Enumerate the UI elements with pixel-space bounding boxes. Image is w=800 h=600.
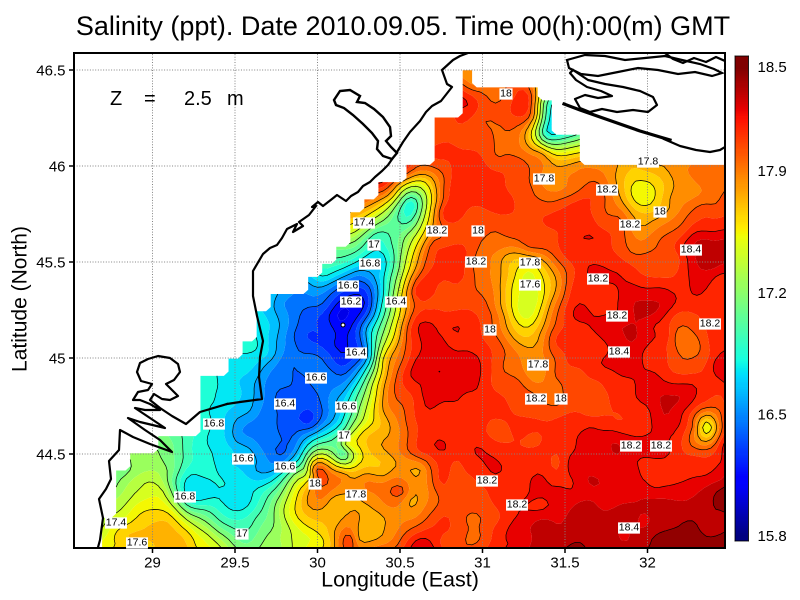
svg-text:16.6: 16.6	[336, 401, 357, 413]
svg-text:16.6: 16.6	[233, 453, 254, 465]
svg-text:17.4: 17.4	[106, 517, 127, 529]
svg-text:m: m	[227, 88, 244, 110]
svg-text:17.6: 17.6	[127, 537, 148, 549]
svg-text:17.4: 17.4	[354, 217, 375, 229]
svg-text:16.6: 16.6	[338, 280, 359, 292]
svg-text:18.2: 18.2	[427, 225, 448, 237]
svg-text:17: 17	[236, 528, 248, 540]
svg-text:18: 18	[484, 324, 496, 336]
svg-text:Longitude (East): Longitude (East)	[321, 568, 479, 592]
svg-text:15.8: 15.8	[758, 528, 787, 545]
svg-text:16.8: 16.8	[360, 258, 381, 270]
svg-text:Latitude (North): Latitude (North)	[8, 226, 31, 372]
svg-text:18.2: 18.2	[651, 440, 672, 452]
svg-text:31.5: 31.5	[550, 554, 579, 571]
svg-text:18.2: 18.2	[507, 499, 528, 511]
svg-text:44.5: 44.5	[36, 446, 65, 463]
svg-text:18: 18	[654, 206, 666, 218]
svg-text:18: 18	[500, 88, 512, 100]
svg-text:30: 30	[309, 554, 326, 571]
svg-text:2.5: 2.5	[184, 88, 212, 110]
svg-text:17.6: 17.6	[520, 279, 541, 291]
svg-text:18.2: 18.2	[620, 219, 641, 231]
svg-text:17.8: 17.8	[346, 489, 367, 501]
svg-text:17.9: 17.9	[758, 163, 787, 180]
svg-text:17: 17	[368, 239, 380, 251]
svg-text:18.2: 18.2	[621, 440, 642, 452]
svg-text:Salinity (ppt). Date 2010.09.0: Salinity (ppt). Date 2010.09.05. Time 00…	[76, 11, 730, 41]
svg-text:16.4: 16.4	[346, 347, 367, 359]
svg-text:46.5: 46.5	[36, 62, 65, 79]
svg-text:16.6: 16.6	[306, 372, 327, 384]
svg-text:17.8: 17.8	[528, 359, 549, 371]
svg-text:16.6: 16.6	[275, 461, 296, 473]
svg-text:Z: Z	[110, 88, 122, 110]
svg-text:17.2: 17.2	[758, 285, 787, 302]
svg-text:45: 45	[49, 350, 66, 367]
svg-text:17.8: 17.8	[520, 257, 541, 269]
svg-text:18.2: 18.2	[526, 393, 547, 405]
svg-text:16.4: 16.4	[275, 398, 296, 410]
svg-text:18.2: 18.2	[597, 184, 618, 196]
svg-text:18.2: 18.2	[588, 273, 609, 285]
svg-text:30.5: 30.5	[385, 554, 414, 571]
svg-text:18.4: 18.4	[609, 346, 630, 358]
svg-text:29.5: 29.5	[220, 554, 249, 571]
svg-text:18: 18	[309, 478, 321, 490]
svg-text:16.2: 16.2	[341, 296, 362, 308]
svg-text:46: 46	[49, 158, 66, 175]
svg-text:16.8: 16.8	[175, 491, 196, 503]
svg-text:29: 29	[144, 554, 161, 571]
svg-text:16.5: 16.5	[758, 407, 787, 424]
svg-text:18: 18	[472, 225, 484, 237]
svg-text:16.4: 16.4	[386, 296, 407, 308]
svg-text:18.2: 18.2	[700, 318, 721, 330]
svg-text:16.8: 16.8	[204, 418, 225, 430]
svg-text:18.2: 18.2	[607, 310, 628, 322]
svg-text:17: 17	[338, 430, 350, 442]
svg-text:=: =	[144, 88, 156, 110]
svg-text:18.4: 18.4	[619, 522, 640, 534]
svg-text:18.5: 18.5	[758, 59, 787, 76]
svg-text:18.2: 18.2	[477, 475, 498, 487]
svg-text:17.8: 17.8	[638, 156, 659, 168]
svg-text:31: 31	[474, 554, 491, 571]
svg-text:17.8: 17.8	[534, 173, 555, 185]
svg-text:32: 32	[639, 554, 656, 571]
svg-text:18: 18	[555, 393, 567, 405]
svg-text:45.5: 45.5	[36, 254, 65, 271]
svg-text:18.4: 18.4	[681, 244, 702, 256]
svg-text:18.2: 18.2	[466, 256, 487, 268]
